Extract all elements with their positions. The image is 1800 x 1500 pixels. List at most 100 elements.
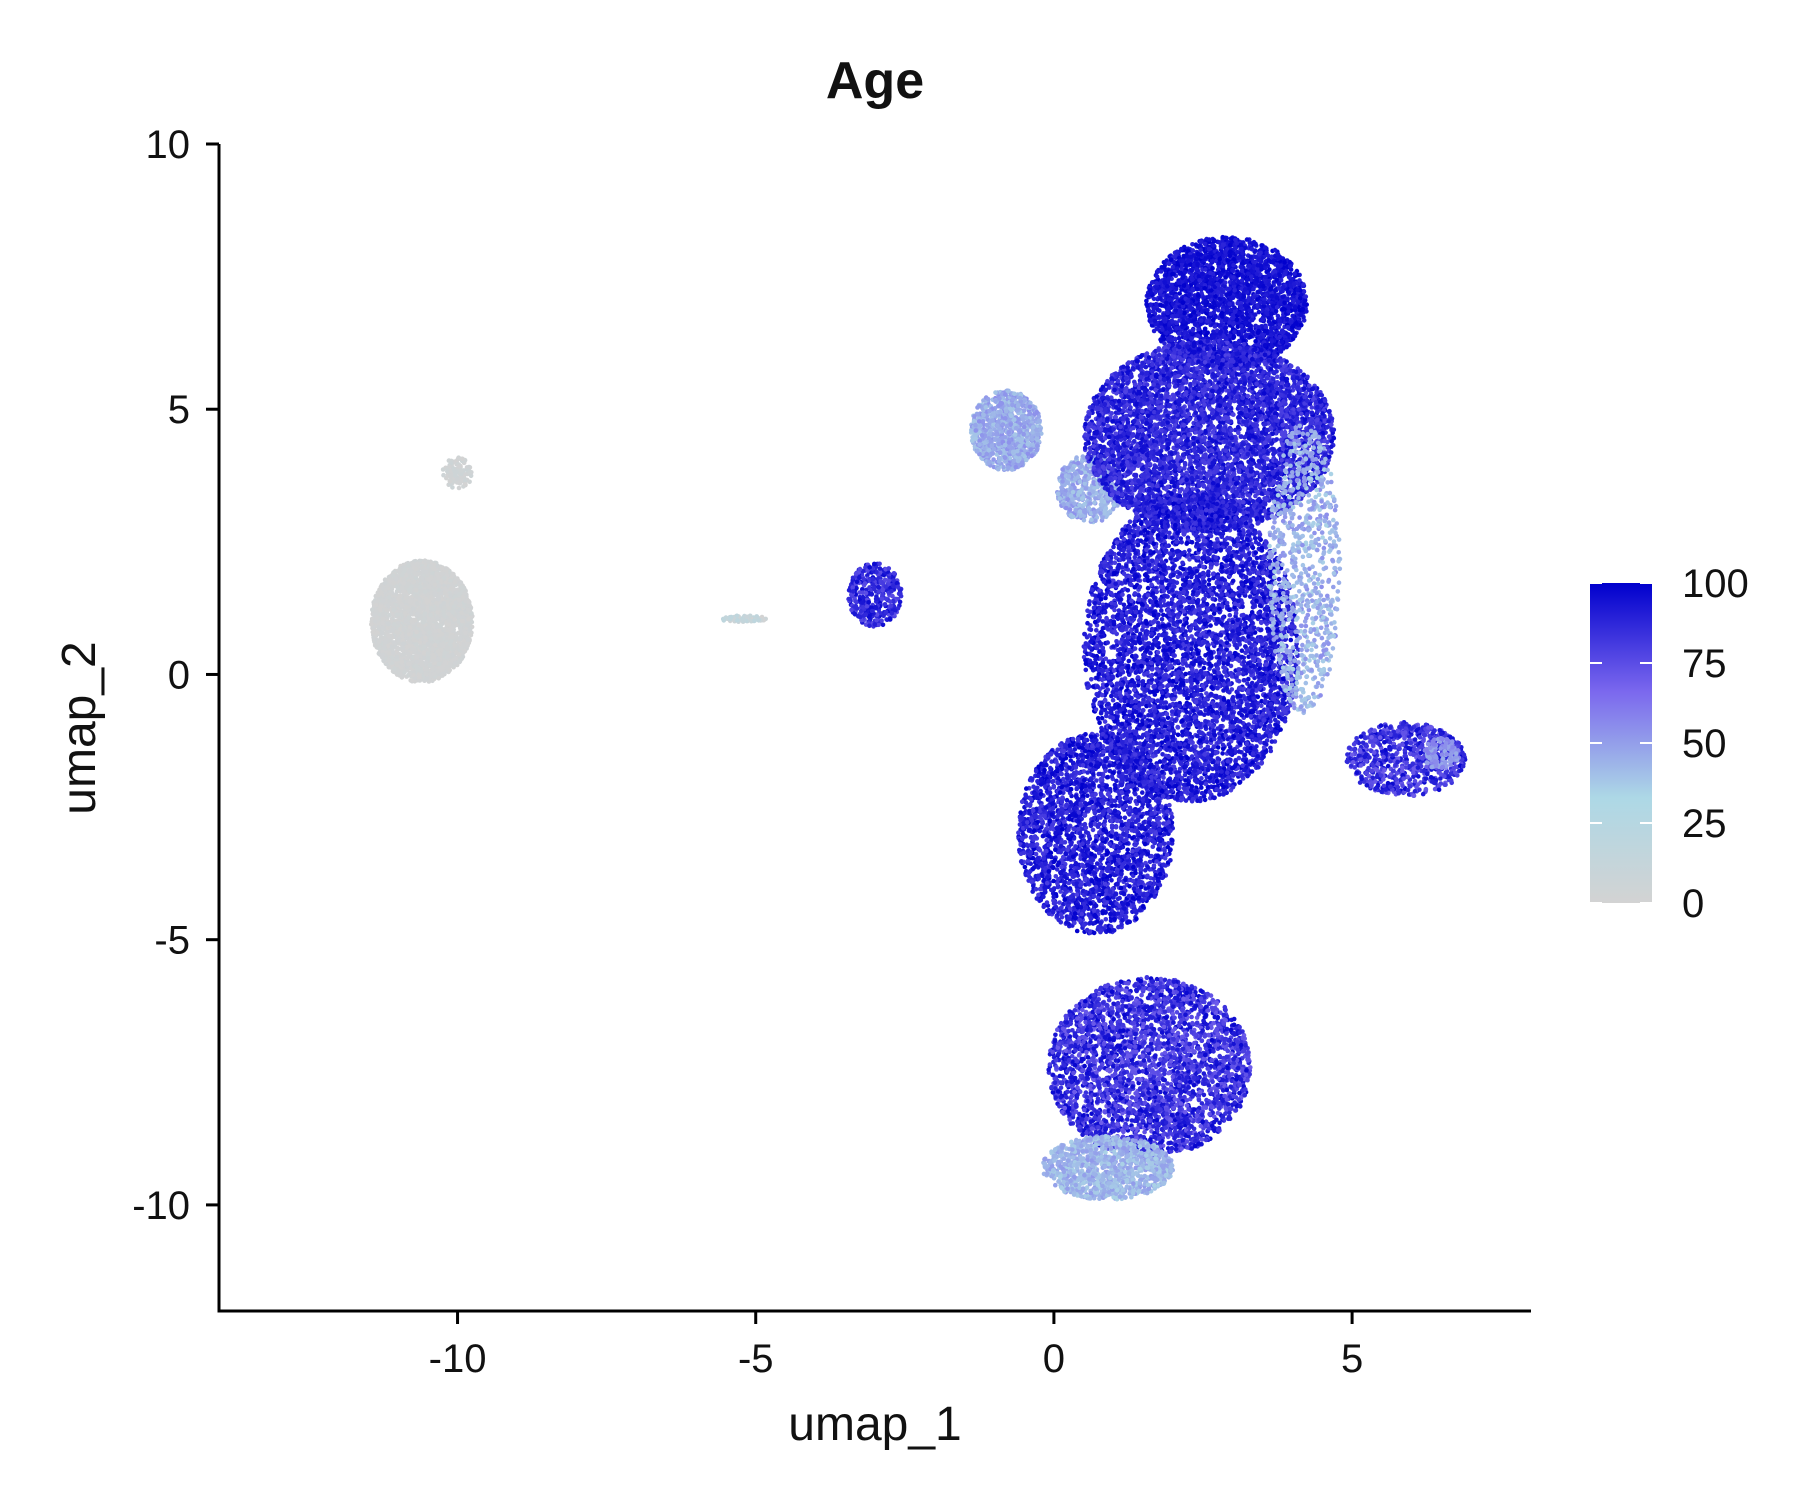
data-point (430, 646, 436, 652)
data-point (438, 636, 443, 642)
data-point (452, 580, 458, 585)
data-point (391, 573, 396, 578)
data-point (448, 593, 453, 598)
data-point (440, 467, 446, 472)
data-point (399, 603, 405, 608)
data-point (463, 481, 468, 487)
data-point (977, 442, 982, 447)
data-point (993, 390, 998, 395)
data-point (1002, 455, 1008, 461)
data-point (866, 600, 872, 605)
data-point (392, 666, 397, 672)
data-point (1073, 508, 1078, 513)
data-point (396, 596, 401, 601)
data-point (421, 650, 427, 655)
data-point (451, 604, 457, 609)
data-point (854, 579, 860, 585)
data-point (734, 613, 740, 619)
data-point (432, 576, 438, 582)
data-point (426, 577, 432, 582)
data-point (1028, 447, 1033, 452)
data-point (452, 643, 458, 648)
data-point (413, 583, 419, 589)
data-point (867, 565, 872, 570)
data-point (380, 621, 386, 626)
data-point (447, 661, 453, 667)
data-point (447, 479, 453, 484)
data-point (432, 582, 438, 588)
data-point (459, 614, 465, 620)
data-point (973, 422, 978, 428)
data-point (990, 451, 995, 456)
data-point (431, 671, 437, 677)
data-point (465, 637, 471, 643)
data-point (454, 469, 460, 475)
data-point (975, 448, 980, 454)
data-point (466, 599, 472, 605)
data-point (450, 485, 455, 490)
data-point (447, 464, 452, 469)
data-point (445, 653, 451, 659)
data-point (1081, 517, 1087, 523)
data-point (444, 665, 450, 670)
data-point (1015, 448, 1020, 454)
data-point (983, 428, 988, 433)
data-point (987, 431, 992, 437)
data-point (442, 614, 448, 619)
data-point (378, 635, 384, 640)
data-point (400, 641, 406, 647)
data-point (446, 605, 452, 611)
data-point (420, 575, 425, 580)
data-point (877, 566, 883, 571)
data-point (402, 610, 408, 616)
data-point (1011, 458, 1017, 464)
data-point (861, 576, 866, 582)
data-point (874, 617, 879, 623)
data-point (1019, 460, 1025, 466)
data-point (428, 619, 433, 625)
data-point (445, 647, 450, 652)
data-point (1010, 402, 1015, 408)
data-point (414, 642, 419, 647)
data-point (876, 585, 881, 590)
data-point (459, 610, 464, 616)
data-point (1025, 442, 1030, 447)
data-point (391, 580, 396, 586)
data-point (872, 622, 877, 627)
data-point (744, 614, 750, 620)
data-point (418, 669, 424, 674)
data-point (437, 583, 442, 589)
data-point (395, 630, 401, 636)
data-point (972, 414, 977, 419)
data-point (1012, 417, 1017, 422)
data-point (442, 575, 447, 581)
data-point (891, 571, 897, 576)
data-point (984, 422, 990, 428)
data-point (419, 624, 425, 630)
data-point (421, 620, 426, 625)
points-layer (369, 234, 1468, 1202)
data-point (402, 670, 407, 675)
data-point (1029, 437, 1035, 442)
data-point (889, 610, 895, 616)
data-point (407, 568, 413, 573)
data-point (754, 614, 759, 619)
data-point (1006, 440, 1012, 445)
data-point (1004, 423, 1010, 429)
data-point (382, 580, 388, 586)
data-point (1010, 449, 1016, 455)
data-point (1018, 438, 1024, 444)
data-point (439, 571, 445, 577)
data-point (452, 617, 457, 622)
data-point (993, 432, 999, 437)
data-point (423, 635, 428, 641)
data-point (458, 468, 464, 473)
data-point (997, 396, 1002, 401)
data-point (1009, 407, 1014, 413)
data-point (439, 565, 445, 571)
data-point (379, 630, 385, 636)
data-point (406, 661, 411, 667)
data-point (997, 409, 1003, 415)
data-point (414, 654, 420, 659)
data-point (1027, 404, 1033, 410)
